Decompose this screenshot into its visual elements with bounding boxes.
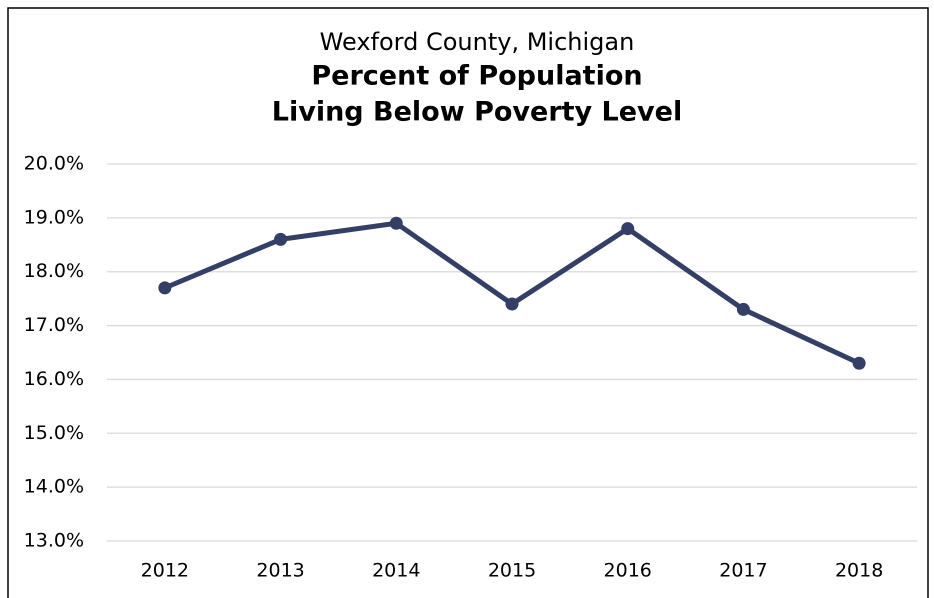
x-tick-label: 2016 xyxy=(604,560,652,582)
x-tick-label: 2013 xyxy=(256,560,304,582)
y-tick-label: 14.0% xyxy=(24,476,84,498)
x-tick-label: 2017 xyxy=(719,560,767,582)
data-point xyxy=(852,356,866,370)
y-tick-label: 15.0% xyxy=(24,422,84,444)
x-tick-label: 2015 xyxy=(488,560,536,582)
chart-title: Living Below Poverty Level xyxy=(272,97,682,128)
x-tick-label: 2012 xyxy=(141,560,189,582)
y-tick-label: 17.0% xyxy=(24,314,84,336)
y-tick-label: 16.0% xyxy=(24,368,84,390)
y-tick-label: 13.0% xyxy=(24,530,84,552)
chart-frame xyxy=(7,7,929,598)
data-point xyxy=(621,222,635,236)
y-tick-label: 18.0% xyxy=(24,260,84,282)
y-tick-label: 19.0% xyxy=(24,206,84,228)
data-point xyxy=(505,297,519,311)
x-tick-label: 2018 xyxy=(835,560,883,582)
data-point xyxy=(274,232,288,246)
y-tick-label: 20.0% xyxy=(24,153,84,175)
x-tick-label: 2014 xyxy=(372,560,420,582)
data-point xyxy=(736,302,750,316)
data-point xyxy=(389,216,403,230)
data-point xyxy=(158,281,172,295)
chart-title: Percent of Population xyxy=(311,61,642,92)
chart-subtitle: Wexford County, Michigan xyxy=(320,28,635,56)
